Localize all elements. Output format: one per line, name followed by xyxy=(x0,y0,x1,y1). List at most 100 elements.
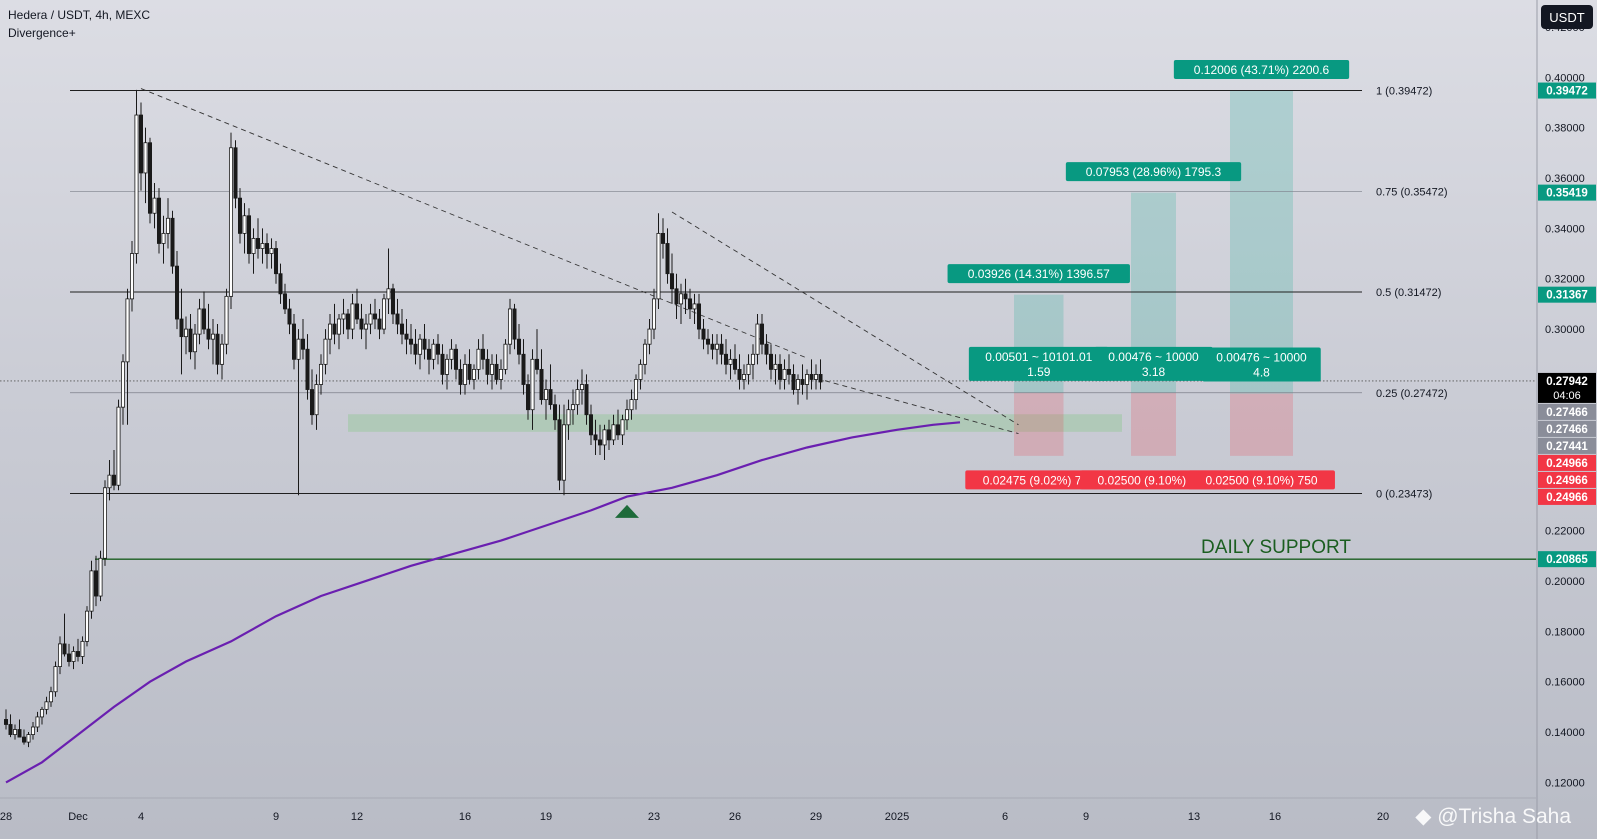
candle-body xyxy=(656,232,661,300)
candle-body xyxy=(440,353,445,375)
trendline xyxy=(671,211,1019,426)
candle-body xyxy=(219,343,224,365)
candle-body xyxy=(134,114,139,254)
candle-body xyxy=(679,293,684,305)
candle-body xyxy=(85,610,90,642)
candle-body xyxy=(278,273,283,295)
candle-body xyxy=(584,384,589,416)
candle-body xyxy=(476,348,481,370)
candle-body xyxy=(544,389,549,401)
candle-body xyxy=(530,358,535,411)
candle-body xyxy=(49,691,54,703)
candle-body xyxy=(471,368,476,380)
candle-body xyxy=(80,640,85,657)
candle-body xyxy=(710,343,715,350)
candle-body xyxy=(170,217,175,267)
candle-body xyxy=(94,570,99,597)
x-axis-tick-label: 12 xyxy=(351,811,363,823)
candle-body xyxy=(143,142,148,174)
position-profit-zone xyxy=(1230,90,1293,394)
candle-body xyxy=(30,726,35,735)
watermark: ◆ @Trisha Saha xyxy=(1415,805,1571,828)
candle-body xyxy=(121,361,126,408)
x-axis-tick-label: 16 xyxy=(459,811,471,823)
candle-body xyxy=(345,313,350,330)
candle-body xyxy=(332,323,337,335)
price-tag-label: 0.39472 xyxy=(1546,86,1588,98)
y-axis-tick-label: 0.34000 xyxy=(1545,223,1585,235)
daily-support-label: DAILY SUPPORT xyxy=(1201,537,1351,558)
y-axis-tick-label: 0.20000 xyxy=(1545,576,1585,588)
candle-body xyxy=(17,729,22,738)
price-tag xyxy=(1538,372,1596,403)
candle-body xyxy=(634,379,639,401)
candle-body xyxy=(724,353,729,365)
candle-body xyxy=(760,323,765,345)
candle-body xyxy=(701,328,706,340)
price-tag xyxy=(1538,403,1596,420)
position-entry-label-text: 1.59 xyxy=(1027,365,1051,379)
candle-body xyxy=(692,303,697,310)
candle-body xyxy=(719,343,724,355)
x-axis-tick-label: 6 xyxy=(1002,811,1008,823)
price-tag-label: 0.24966 xyxy=(1546,492,1588,504)
indicator-label[interactable]: Divergence+ xyxy=(8,26,76,40)
position-loss-zone xyxy=(1230,393,1293,456)
candle-body xyxy=(129,253,134,300)
candle-body xyxy=(246,215,251,254)
candle-body xyxy=(26,734,31,743)
y-axis-tick-label: 0.30000 xyxy=(1545,324,1585,336)
y-axis-tick-label: 0.38000 xyxy=(1545,123,1585,135)
x-axis-tick-label: 29 xyxy=(810,811,822,823)
price-tag xyxy=(1538,286,1596,303)
candle-body xyxy=(390,288,395,315)
candle-body xyxy=(607,429,612,441)
candle-body xyxy=(489,363,494,375)
candle-body xyxy=(683,293,688,300)
x-axis-tick-label: 2025 xyxy=(885,811,909,823)
candle-body xyxy=(242,215,247,234)
candle-body xyxy=(233,147,238,199)
fib-level-label: 0.25 (0.27472) xyxy=(1376,388,1448,400)
currency-button-label[interactable]: USDT xyxy=(1549,10,1584,25)
candle-body xyxy=(746,363,751,375)
x-axis-tick-label: 16 xyxy=(1269,811,1281,823)
candle-body xyxy=(314,384,319,416)
candle-body xyxy=(755,323,760,355)
candle-body xyxy=(98,557,103,597)
position-loss-zone xyxy=(1131,392,1176,456)
candle-body xyxy=(494,363,499,380)
candle-body xyxy=(404,333,409,340)
candle-body xyxy=(706,338,711,345)
candle-body xyxy=(589,414,594,436)
price-tag-countdown: 04:06 xyxy=(1553,390,1581,402)
position-target-label-text: 0.03926 (14.31%) 1396.57 xyxy=(968,267,1110,281)
watermark-text: @Trisha Saha xyxy=(1437,805,1571,828)
x-axis-tick-label: 19 xyxy=(540,811,552,823)
candle-body xyxy=(76,651,81,657)
candle-body xyxy=(598,439,603,446)
candle-body xyxy=(103,487,108,559)
x-axis-tick-label: 9 xyxy=(1083,811,1089,823)
position-stop-label-text: 0.02475 (9.02%) 750 xyxy=(983,473,1095,487)
candle-body xyxy=(282,293,287,310)
y-axis-tick-label: 0.32000 xyxy=(1545,274,1585,286)
ema-line xyxy=(5,421,961,784)
price-tag-label: 0.27466 xyxy=(1546,424,1588,436)
y-axis-tick-label: 0.36000 xyxy=(1545,173,1585,185)
candle-body xyxy=(192,333,197,353)
candle-body xyxy=(359,318,364,330)
candle-body xyxy=(737,368,742,380)
candle-body xyxy=(327,323,332,340)
candle-body xyxy=(287,308,292,325)
position-stop-label-box xyxy=(1188,470,1335,490)
candle-body xyxy=(8,724,13,735)
position-entry-label-text: 3.18 xyxy=(1142,365,1166,379)
candle-body xyxy=(616,424,621,436)
currency-button[interactable] xyxy=(1541,5,1593,29)
candle-body xyxy=(336,318,341,335)
candle-body xyxy=(112,474,117,486)
candle-body xyxy=(174,265,179,320)
x-axis-tick-label: 9 xyxy=(273,811,279,823)
